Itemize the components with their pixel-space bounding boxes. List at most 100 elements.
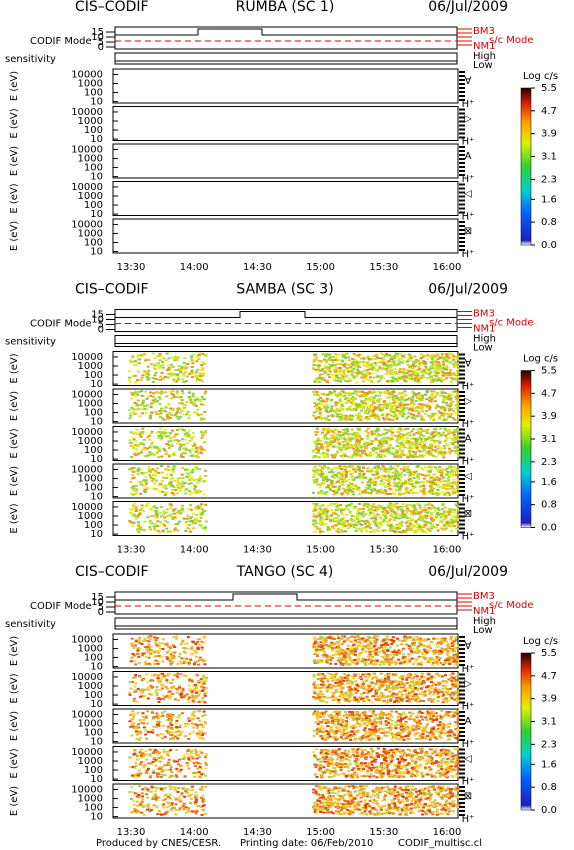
- spectrogram-pixel: [193, 663, 196, 666]
- spectrogram-pixel: [387, 418, 391, 421]
- spectrogram-pixel: [165, 642, 169, 645]
- spectrogram-pixel: [141, 427, 145, 430]
- spectrogram-pixel: [331, 482, 335, 485]
- spectrogram-pixel: [159, 520, 163, 523]
- spectrogram-pixel: [361, 660, 365, 663]
- spectrogram-pixel: [448, 371, 452, 374]
- time-tick-label: 16:00: [433, 262, 462, 273]
- spectrogram-pixel: [434, 367, 438, 370]
- spectrogram-pixel: [366, 398, 370, 401]
- spectrogram-pixel: [177, 440, 181, 443]
- spectrogram-pixel: [199, 517, 203, 520]
- spectrogram-pixel: [419, 445, 423, 447]
- spectrogram-pixel: [444, 515, 448, 518]
- spectrogram-pixel: [423, 520, 427, 523]
- spectrogram-pixel: [383, 475, 387, 478]
- spectrogram-pixel: [382, 361, 386, 364]
- spectrogram-pixel: [388, 478, 391, 481]
- spectrogram-pixel: [347, 523, 351, 526]
- spectrogram-pixel: [436, 478, 440, 481]
- spectrogram-pixel: [178, 402, 182, 405]
- energy-tick-label: 100: [84, 483, 103, 494]
- spectrogram-pixel: [435, 379, 439, 382]
- spectrogram-pixel: [315, 427, 319, 430]
- spectrogram-pixel: [168, 411, 172, 414]
- spectrogram-pixel: [180, 657, 184, 660]
- spectrogram-pixel: [399, 413, 403, 416]
- spectrogram-pixel: [204, 526, 208, 529]
- spectrogram-pixel: [401, 512, 405, 515]
- spectrogram-pixel: [434, 355, 438, 358]
- spectrogram-pixel: [148, 453, 152, 456]
- spectrogram-pixel: [370, 473, 374, 476]
- spectrogram-pixel: [362, 369, 366, 372]
- spectrogram-pixel: [353, 444, 357, 447]
- spectrogram-pixel: [342, 477, 346, 480]
- spectrogram-pixel: [448, 487, 452, 490]
- spectrogram-pixel: [355, 427, 359, 430]
- spectrogram-pixel: [393, 360, 397, 363]
- spectrogram-pixel: [319, 492, 323, 495]
- spectrogram-pixel: [393, 530, 397, 533]
- spectrogram-pixel: [139, 468, 143, 471]
- sensitivity-panel: [114, 52, 458, 65]
- spectrogram-pixel: [338, 448, 342, 451]
- spectrogram-pixel: [160, 372, 164, 374]
- spectrogram-pixel: [334, 473, 338, 476]
- spectrogram-pixel: [165, 508, 169, 511]
- spectrogram-pixel: [204, 354, 208, 357]
- spectrogram-pixel: [357, 441, 361, 444]
- spectrogram-pixel: [355, 431, 359, 434]
- spectrogram-pixel: [429, 416, 433, 419]
- spectrogram-pixel: [431, 492, 435, 495]
- spectrogram-pixel: [442, 511, 446, 514]
- spectrogram-pixel: [411, 400, 414, 403]
- mode-label: CODIF Mode: [30, 601, 92, 612]
- spectrogram-pixel: [137, 362, 141, 365]
- spectrogram-pixel: [389, 465, 393, 468]
- spectrogram-pixel: [395, 502, 399, 505]
- spectrogram-pixel: [434, 493, 438, 496]
- spectrogram-pixel: [184, 489, 188, 492]
- spectrogram-pixel: [330, 409, 334, 412]
- spectrogram-pixel: [416, 448, 420, 451]
- spectrogram-pixel: [356, 516, 360, 519]
- spectrogram-pixel: [366, 483, 370, 486]
- spectrogram-pixel: [324, 637, 327, 640]
- spectrogram-pixel: [413, 355, 417, 358]
- spectrogram-pixel: [184, 529, 188, 532]
- spectrogram-pixel: [349, 473, 353, 476]
- spectrogram-pixel: [377, 526, 381, 529]
- spectrogram-pixel: [143, 408, 147, 411]
- spectrogram-pixel: [361, 374, 365, 377]
- spectrogram-pixel: [204, 430, 208, 433]
- spectrogram-pixel: [375, 427, 379, 430]
- spectrogram-pixel: [337, 637, 341, 640]
- spectrogram-pixel: [388, 502, 392, 505]
- spectrogram-pixel: [148, 638, 152, 641]
- spectrogram-pixel: [441, 392, 444, 394]
- energy-label: E (eV): [9, 466, 20, 496]
- spectrogram-pixel: [379, 442, 382, 445]
- spectrogram-pixel: [321, 513, 325, 516]
- spectrogram-pixel: [335, 408, 339, 411]
- spectrogram-pixel: [390, 434, 394, 437]
- spectrogram-pixel: [412, 524, 416, 527]
- spectrogram-pixel: [330, 518, 334, 521]
- spectrogram-pixel: [445, 373, 449, 376]
- spectrogram-pixel: [197, 643, 201, 646]
- spectrogram-pixel: [376, 490, 380, 492]
- spectrogram-pixel: [360, 476, 364, 479]
- spectrogram-pixel: [167, 444, 171, 447]
- colorbar-tick-label: 0.0: [541, 523, 557, 534]
- spectrogram-pixel: [197, 479, 201, 482]
- side-tick: [459, 482, 465, 484]
- spectrogram-pixel: [181, 639, 185, 642]
- spectrogram-pixel: [351, 397, 355, 400]
- spectrogram-pixel: [331, 355, 335, 358]
- spectrogram-pixel: [343, 530, 347, 533]
- spectrogram-pixel: [369, 530, 373, 533]
- spectrogram-pixel: [410, 482, 414, 485]
- spectrogram-pixel: [455, 518, 459, 521]
- side-tick: [459, 357, 465, 360]
